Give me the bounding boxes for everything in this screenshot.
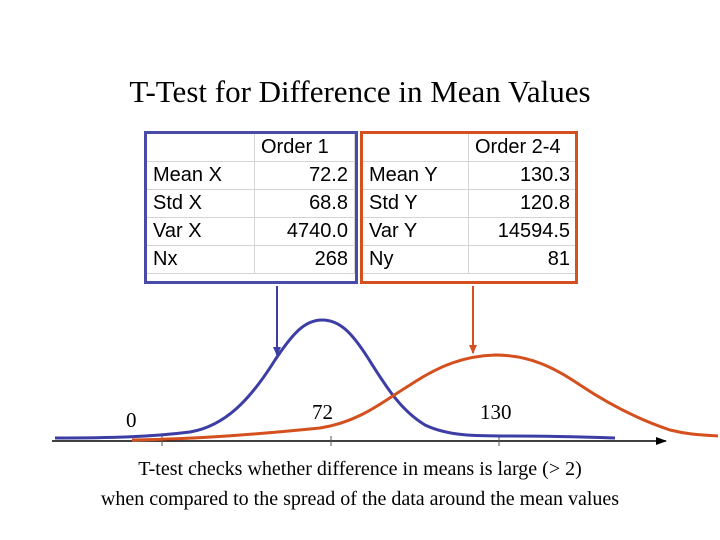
axis-label-mean-y: 130: [480, 400, 512, 424]
axis-label-mean-x: 72: [312, 400, 333, 424]
caption-line-1: T-test checks whether difference in mean…: [138, 458, 582, 480]
table-row: Nx 268: [146, 245, 355, 274]
table-row: Mean X 72.2: [146, 161, 355, 190]
table-row: Var X 4740.0: [146, 217, 355, 246]
header-blank-cell: [146, 133, 255, 162]
order1-stats-table: Order 1 Mean X 72.2 Std X 68.8 Var X 474…: [146, 133, 355, 274]
ny-label: Ny: [362, 245, 469, 274]
ny-value: 81: [468, 245, 577, 274]
order2-distribution-curve: [131, 353, 719, 442]
table-row: Mean Y 130.3: [362, 161, 577, 190]
var-x-value: 4740.0: [254, 217, 355, 246]
order1-distribution-curve: [54, 318, 616, 440]
std-y-value: 120.8: [468, 189, 577, 218]
mean-y-label: Mean Y: [362, 161, 469, 190]
nx-value: 268: [254, 245, 355, 274]
caption-line-2: when compared to the spread of the data …: [100, 488, 620, 510]
slide-title: T-Test for Difference in Mean Values: [129, 74, 591, 109]
std-y-label: Std Y: [362, 189, 469, 218]
var-y-label: Var Y: [362, 217, 469, 246]
table-row: Std Y 120.8: [362, 189, 577, 218]
table-row: Ny 81: [362, 245, 577, 274]
table-row: Var Y 14594.5: [362, 217, 577, 246]
table-row: Std X 68.8: [146, 189, 355, 218]
std-x-value: 68.8: [254, 189, 355, 218]
order2-stats-table: Order 2-4 Mean Y 130.3 Std Y 120.8 Var Y…: [362, 133, 577, 274]
axis-label-zero: 0: [126, 408, 137, 432]
mean-x-label: Mean X: [146, 161, 255, 190]
nx-label: Nx: [146, 245, 255, 274]
